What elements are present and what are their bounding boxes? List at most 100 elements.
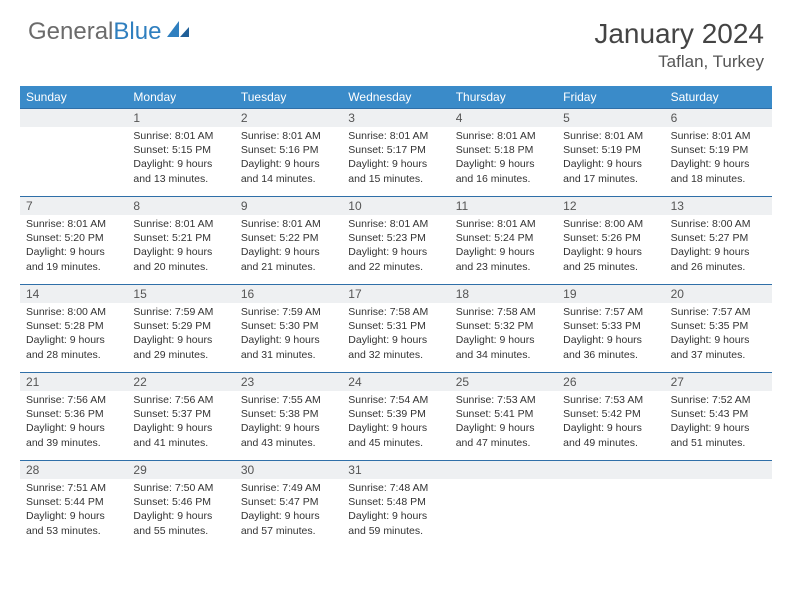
day-header-sunday: Sunday xyxy=(20,86,127,108)
day-details xyxy=(20,127,127,133)
day-details xyxy=(665,479,772,485)
day-cell xyxy=(20,108,127,196)
day-details xyxy=(557,479,664,485)
day-cell: 5Sunrise: 8:01 AMSunset: 5:19 PMDaylight… xyxy=(557,108,664,196)
day-cell: 24Sunrise: 7:54 AMSunset: 5:39 PMDayligh… xyxy=(342,372,449,460)
day-details: Sunrise: 8:01 AMSunset: 5:15 PMDaylight:… xyxy=(127,127,234,190)
day-details: Sunrise: 7:58 AMSunset: 5:31 PMDaylight:… xyxy=(342,303,449,366)
day-number xyxy=(450,461,557,479)
day-number: 15 xyxy=(127,285,234,303)
day-details: Sunrise: 8:01 AMSunset: 5:18 PMDaylight:… xyxy=(450,127,557,190)
calendar-week: 28Sunrise: 7:51 AMSunset: 5:44 PMDayligh… xyxy=(20,460,772,548)
day-number: 25 xyxy=(450,373,557,391)
day-details: Sunrise: 8:01 AMSunset: 5:20 PMDaylight:… xyxy=(20,215,127,278)
day-details: Sunrise: 8:01 AMSunset: 5:17 PMDaylight:… xyxy=(342,127,449,190)
day-number xyxy=(20,109,127,127)
day-details: Sunrise: 7:58 AMSunset: 5:32 PMDaylight:… xyxy=(450,303,557,366)
day-cell: 17Sunrise: 7:58 AMSunset: 5:31 PMDayligh… xyxy=(342,284,449,372)
day-number: 31 xyxy=(342,461,449,479)
day-cell: 14Sunrise: 8:00 AMSunset: 5:28 PMDayligh… xyxy=(20,284,127,372)
day-number: 6 xyxy=(665,109,772,127)
day-number: 17 xyxy=(342,285,449,303)
day-cell: 7Sunrise: 8:01 AMSunset: 5:20 PMDaylight… xyxy=(20,196,127,284)
day-cell: 11Sunrise: 8:01 AMSunset: 5:24 PMDayligh… xyxy=(450,196,557,284)
day-cell xyxy=(557,460,664,548)
day-cell: 10Sunrise: 8:01 AMSunset: 5:23 PMDayligh… xyxy=(342,196,449,284)
day-details: Sunrise: 7:55 AMSunset: 5:38 PMDaylight:… xyxy=(235,391,342,454)
day-number xyxy=(557,461,664,479)
day-cell: 29Sunrise: 7:50 AMSunset: 5:46 PMDayligh… xyxy=(127,460,234,548)
day-number: 7 xyxy=(20,197,127,215)
calendar-week: 14Sunrise: 8:00 AMSunset: 5:28 PMDayligh… xyxy=(20,284,772,372)
day-number: 18 xyxy=(450,285,557,303)
logo: GeneralBlue xyxy=(28,18,191,46)
day-details: Sunrise: 8:01 AMSunset: 5:19 PMDaylight:… xyxy=(557,127,664,190)
day-number: 21 xyxy=(20,373,127,391)
day-cell: 22Sunrise: 7:56 AMSunset: 5:37 PMDayligh… xyxy=(127,372,234,460)
day-details: Sunrise: 8:01 AMSunset: 5:21 PMDaylight:… xyxy=(127,215,234,278)
day-details xyxy=(450,479,557,485)
day-cell: 28Sunrise: 7:51 AMSunset: 5:44 PMDayligh… xyxy=(20,460,127,548)
day-number: 3 xyxy=(342,109,449,127)
day-details: Sunrise: 7:53 AMSunset: 5:42 PMDaylight:… xyxy=(557,391,664,454)
day-details: Sunrise: 7:56 AMSunset: 5:36 PMDaylight:… xyxy=(20,391,127,454)
title-block: January 2024 Taflan, Turkey xyxy=(594,18,764,72)
day-cell: 18Sunrise: 7:58 AMSunset: 5:32 PMDayligh… xyxy=(450,284,557,372)
day-number: 24 xyxy=(342,373,449,391)
day-details: Sunrise: 8:01 AMSunset: 5:23 PMDaylight:… xyxy=(342,215,449,278)
day-cell: 1Sunrise: 8:01 AMSunset: 5:15 PMDaylight… xyxy=(127,108,234,196)
day-details: Sunrise: 7:49 AMSunset: 5:47 PMDaylight:… xyxy=(235,479,342,542)
day-cell: 8Sunrise: 8:01 AMSunset: 5:21 PMDaylight… xyxy=(127,196,234,284)
day-header-saturday: Saturday xyxy=(665,86,772,108)
day-number: 30 xyxy=(235,461,342,479)
calendar-body: 1Sunrise: 8:01 AMSunset: 5:15 PMDaylight… xyxy=(20,108,772,548)
day-details: Sunrise: 8:00 AMSunset: 5:28 PMDaylight:… xyxy=(20,303,127,366)
day-cell: 2Sunrise: 8:01 AMSunset: 5:16 PMDaylight… xyxy=(235,108,342,196)
day-number xyxy=(665,461,772,479)
day-details: Sunrise: 8:01 AMSunset: 5:19 PMDaylight:… xyxy=(665,127,772,190)
calendar: SundayMondayTuesdayWednesdayThursdayFrid… xyxy=(20,86,772,548)
day-details: Sunrise: 7:59 AMSunset: 5:29 PMDaylight:… xyxy=(127,303,234,366)
day-details: Sunrise: 8:00 AMSunset: 5:26 PMDaylight:… xyxy=(557,215,664,278)
day-details: Sunrise: 7:57 AMSunset: 5:35 PMDaylight:… xyxy=(665,303,772,366)
day-header-friday: Friday xyxy=(557,86,664,108)
day-cell: 4Sunrise: 8:01 AMSunset: 5:18 PMDaylight… xyxy=(450,108,557,196)
day-cell xyxy=(450,460,557,548)
day-details: Sunrise: 7:51 AMSunset: 5:44 PMDaylight:… xyxy=(20,479,127,542)
day-details: Sunrise: 7:53 AMSunset: 5:41 PMDaylight:… xyxy=(450,391,557,454)
calendar-week: 21Sunrise: 7:56 AMSunset: 5:36 PMDayligh… xyxy=(20,372,772,460)
day-cell: 12Sunrise: 8:00 AMSunset: 5:26 PMDayligh… xyxy=(557,196,664,284)
logo-sail-icon xyxy=(165,18,191,46)
day-details: Sunrise: 7:48 AMSunset: 5:48 PMDaylight:… xyxy=(342,479,449,542)
day-cell: 20Sunrise: 7:57 AMSunset: 5:35 PMDayligh… xyxy=(665,284,772,372)
day-cell: 13Sunrise: 8:00 AMSunset: 5:27 PMDayligh… xyxy=(665,196,772,284)
day-details: Sunrise: 8:01 AMSunset: 5:16 PMDaylight:… xyxy=(235,127,342,190)
day-header-tuesday: Tuesday xyxy=(235,86,342,108)
day-number: 14 xyxy=(20,285,127,303)
logo-text-blue: Blue xyxy=(113,18,161,46)
day-cell: 26Sunrise: 7:53 AMSunset: 5:42 PMDayligh… xyxy=(557,372,664,460)
day-cell xyxy=(665,460,772,548)
day-cell: 15Sunrise: 7:59 AMSunset: 5:29 PMDayligh… xyxy=(127,284,234,372)
day-details: Sunrise: 7:59 AMSunset: 5:30 PMDaylight:… xyxy=(235,303,342,366)
day-cell: 9Sunrise: 8:01 AMSunset: 5:22 PMDaylight… xyxy=(235,196,342,284)
day-number: 5 xyxy=(557,109,664,127)
day-number: 23 xyxy=(235,373,342,391)
day-number: 4 xyxy=(450,109,557,127)
calendar-week: 1Sunrise: 8:01 AMSunset: 5:15 PMDaylight… xyxy=(20,108,772,196)
day-header-wednesday: Wednesday xyxy=(342,86,449,108)
day-number: 11 xyxy=(450,197,557,215)
page-header: GeneralBlue January 2024 Taflan, Turkey xyxy=(0,0,792,80)
day-number: 8 xyxy=(127,197,234,215)
day-number: 28 xyxy=(20,461,127,479)
day-number: 16 xyxy=(235,285,342,303)
day-number: 19 xyxy=(557,285,664,303)
day-number: 29 xyxy=(127,461,234,479)
day-number: 22 xyxy=(127,373,234,391)
day-details: Sunrise: 8:01 AMSunset: 5:22 PMDaylight:… xyxy=(235,215,342,278)
day-headers-row: SundayMondayTuesdayWednesdayThursdayFrid… xyxy=(20,86,772,108)
day-cell: 31Sunrise: 7:48 AMSunset: 5:48 PMDayligh… xyxy=(342,460,449,548)
day-details: Sunrise: 8:01 AMSunset: 5:24 PMDaylight:… xyxy=(450,215,557,278)
day-cell: 30Sunrise: 7:49 AMSunset: 5:47 PMDayligh… xyxy=(235,460,342,548)
day-number: 2 xyxy=(235,109,342,127)
